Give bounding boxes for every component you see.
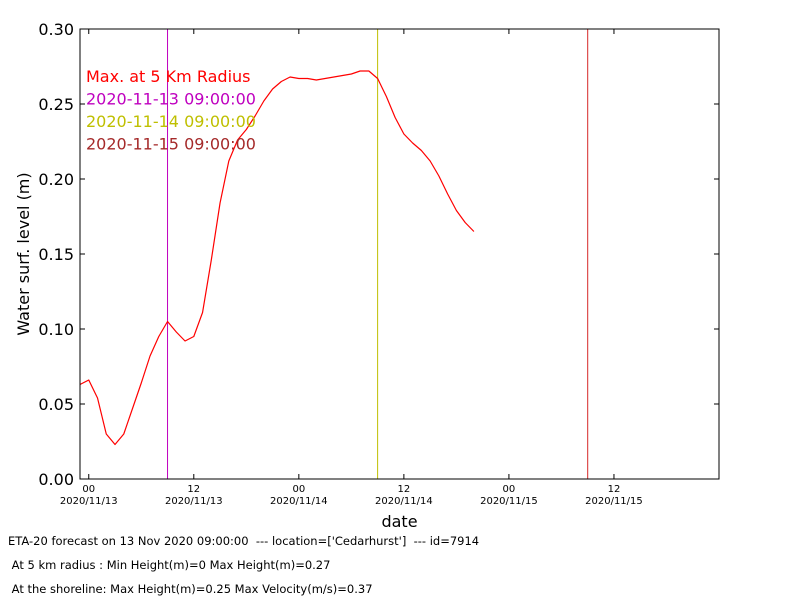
forecast-info-line: ETA-20 forecast on 13 Nov 2020 09:00:00 … [8,534,480,548]
x-tick-label: 00 [292,484,305,495]
legend-entry-1: Max. at 5 Km Radius [86,67,251,86]
y-tick-label: 0.00 [38,470,74,489]
legend-entry-3: 2020-11-14 09:00:00 [86,112,256,131]
x-tick-label: 12 [187,484,200,495]
x-tick-date-label: 2020/11/13 [60,496,118,507]
y-tick-label: 0.15 [38,245,74,264]
y-tick-label: 0.10 [38,320,74,339]
y-axis: 0.00 0.05 0.10 0.15 0.20 0.25 0.30 [38,20,719,489]
legend: Max. at 5 Km Radius 2020-11-13 09:00:00 20… [86,67,256,154]
x-tick-label: 00 [82,484,95,495]
x-axis: 002020/11/13122020/11/13002020/11/141220… [60,29,643,507]
y-tick-label: 0.25 [38,95,74,114]
vertical-marker-lines [167,29,589,479]
series-line-1 [79,70,475,446]
x-tick-date-label: 2020/11/14 [375,496,433,507]
y-tick-label: 0.30 [38,20,74,39]
x-tick-date-label: 2020/11/13 [165,496,223,507]
y-axis-label: Water surf. level (m) [14,172,33,335]
x-tick-label: 00 [503,484,516,495]
water-level-chart: 0.000.050.100.150.200.250.30 002020/11/1… [14,20,720,530]
x-tick-label: 12 [398,484,411,495]
radius-info-line: At 5 km radius : Min Height(m)=0 Max Hei… [8,558,331,572]
x-axis-label: date [381,512,417,530]
legend-entry-4: 2020-11-15 09:00:00 [86,135,256,154]
series-layer [79,70,475,446]
y-tick-label: 0.20 [38,170,74,189]
shoreline-info-line: At the shoreline: Max Height(m)=0.25 Max… [8,582,373,596]
x-tick-date-label: 2020/11/14 [270,496,328,507]
x-tick-date-label: 2020/11/15 [480,496,538,507]
legend-entry-2: 2020-11-13 09:00:00 [86,90,256,109]
x-tick-label: 12 [608,484,621,495]
x-tick-date-label: 2020/11/15 [585,496,643,507]
y-tick-label: 0.05 [38,395,74,414]
